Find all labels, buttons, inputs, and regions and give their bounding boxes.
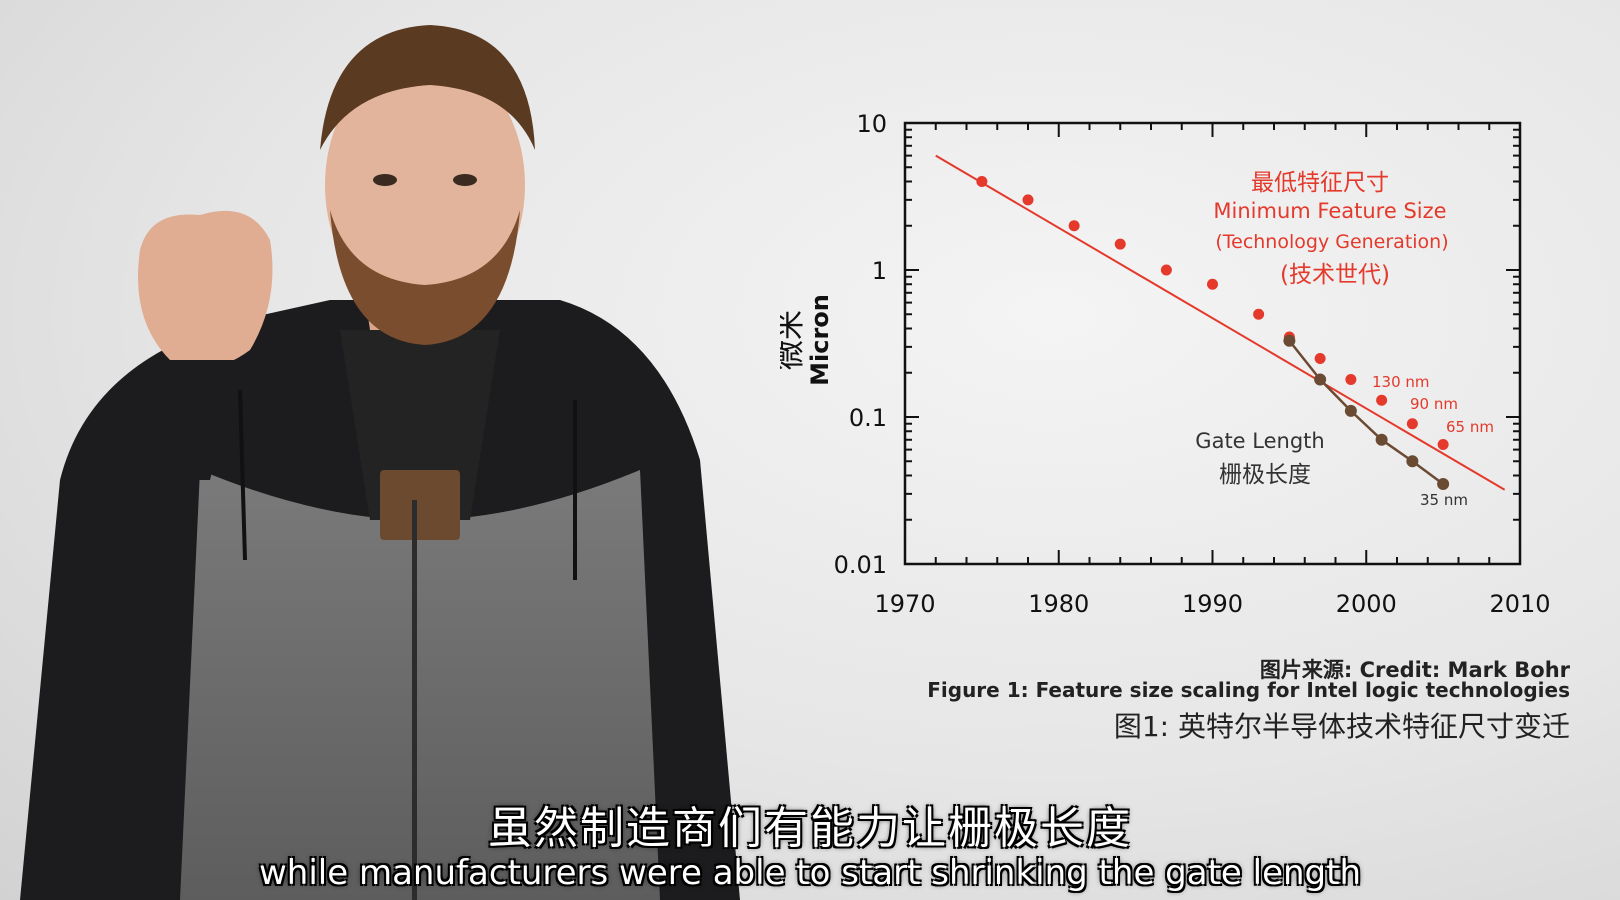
feature-point (976, 175, 988, 187)
gate-point (1437, 478, 1450, 491)
gate-point (1375, 433, 1388, 446)
y-tick-label: 1 (872, 257, 887, 285)
gate-label-en: Gate Length (1195, 429, 1324, 453)
feature-point (1160, 264, 1172, 276)
y-axis-label-en: Micron (806, 294, 834, 386)
feature-point (1437, 439, 1449, 451)
chart-tick-labels: 10 1 0.1 0.01 1970 1980 1990 2000 2010 (834, 110, 1551, 618)
figure-caption-zh: 图1: 英特尔半导体技术特征尺寸变迁 (1113, 710, 1570, 743)
figure-credit: 图片来源: Credit: Mark Bohr (1259, 658, 1570, 682)
y-tick-label: 10 (856, 110, 887, 138)
x-tick-label: 2000 (1336, 590, 1397, 618)
gate-line (1288, 340, 1444, 486)
x-tick-label: 1970 (874, 590, 935, 618)
feature-size-chart: 10 1 0.1 0.01 1970 1980 1990 2000 2010 微米 Micron… (780, 110, 1551, 618)
annotation-35nm: 35 nm (1420, 491, 1468, 509)
gate-point (1283, 334, 1296, 347)
figure-caption-en: Figure 1: Feature size scaling for Intel… (927, 678, 1570, 702)
chart-series (935, 154, 1506, 491)
feature-series-label: 最低特征尺寸 Minimum Feature Size (Technology … (1213, 170, 1448, 288)
subtitle-zh: 虽然制造商们有能力让栅极长度 (488, 803, 1132, 854)
feature-label-en: Minimum Feature Size (1213, 199, 1446, 223)
feature-trend-line (935, 154, 1506, 491)
feature-point (1068, 220, 1080, 232)
chart-ticks (904, 123, 1521, 565)
x-tick-label: 1990 (1182, 590, 1243, 618)
gate-point (1314, 373, 1327, 386)
feature-label-en2: (Technology Generation) (1215, 231, 1448, 253)
feature-point (1207, 278, 1218, 290)
feature-point (1253, 308, 1265, 320)
y-tick-label: 0.01 (834, 551, 887, 579)
annotation-90nm: 90 nm (1410, 395, 1458, 413)
presenter-figure (20, 25, 740, 900)
x-tick-label: 1980 (1028, 590, 1089, 618)
feature-point (1345, 373, 1357, 385)
annotation-65nm: 65 nm (1446, 418, 1494, 436)
feature-point (1376, 394, 1388, 406)
subtitle-en: while manufacturers were able to start s… (258, 853, 1362, 893)
feature-point (1022, 194, 1034, 206)
feature-point (1314, 353, 1326, 365)
feature-label-zh: 最低特征尺寸 (1251, 170, 1389, 196)
feature-point (1114, 238, 1126, 250)
gate-label-zh: 栅极长度 (1219, 462, 1311, 488)
gate-point (1406, 455, 1419, 468)
gate-series-label: Gate Length 栅极长度 (1195, 429, 1324, 488)
feature-point (1406, 418, 1418, 430)
y-axis-label-zh: 微米 (780, 310, 808, 370)
gate-point (1344, 404, 1357, 417)
feature-label-zh2: (技术世代) (1280, 262, 1390, 288)
y-tick-label: 0.1 (849, 404, 887, 432)
annotation-130nm: 130 nm (1372, 373, 1430, 391)
x-tick-label: 2010 (1489, 590, 1550, 618)
